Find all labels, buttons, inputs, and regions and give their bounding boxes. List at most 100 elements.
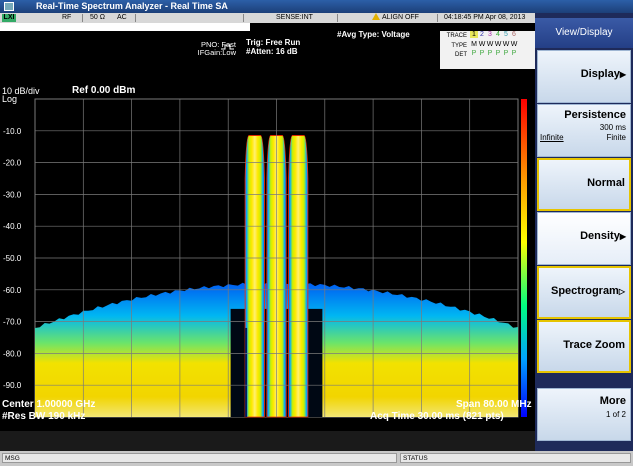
det-3: P <box>487 50 493 57</box>
carrier-band-1 <box>244 135 265 418</box>
y-tick-label: -40.0 <box>3 222 22 231</box>
type-4: W <box>494 41 502 48</box>
density-color-bar <box>521 99 527 417</box>
status-bar: MSG STATUS <box>0 451 633 466</box>
trace-1: 1 <box>470 31 478 38</box>
persistence-finite-option: Finite <box>606 133 626 142</box>
window-titlebar: Real-Time Spectrum Analyzer - Real Time … <box>0 0 633 13</box>
datetime: 04:18:45 PM Apr 08, 2013 <box>444 14 526 21</box>
density-softkey[interactable]: Density▶ <box>537 212 631 265</box>
type-2: W <box>478 41 486 48</box>
det-4: P <box>495 50 501 57</box>
pno-label: PNO: Fast <box>200 40 236 49</box>
trace-2: 2 <box>480 31 484 38</box>
span-label: Span 80.00 MHz <box>456 399 532 410</box>
y-tick-label: -70.0 <box>3 318 22 327</box>
align-status: ALIGN OFF <box>372 13 419 23</box>
type-3: W <box>486 41 494 48</box>
y-tick-label: -10.0 <box>3 127 22 136</box>
ref-level-label: Ref 0.00 dBm <box>72 85 136 96</box>
gap-noise <box>245 327 248 417</box>
res-bw-label: #Res BW 190 kHz <box>2 411 86 422</box>
warning-icon <box>372 13 380 20</box>
spectrum-display[interactable]: 10 dB/div Log Ref 0.00 dBm <box>0 69 535 431</box>
atten-label: #Atten: 16 dB <box>246 47 298 56</box>
app-icon <box>4 2 14 11</box>
persistence-label: Persistence <box>564 109 626 121</box>
scale-div-label: 10 dB/div <box>2 86 40 96</box>
persistence-infinite-option: Infinite <box>540 133 564 142</box>
y-tick-label: -30.0 <box>3 190 22 199</box>
normal-softkey[interactable]: Normal <box>537 158 631 211</box>
measurement-info-bar: LXI RF 50 Ω AC SENSE:INT ALIGN OFF 04:18… <box>0 13 535 69</box>
info-blank-field <box>0 23 250 31</box>
trace-5: 5 <box>504 31 508 38</box>
message-field: MSG <box>2 453 397 463</box>
pno-ifgain: PNO: Fast IFGain:Low <box>176 41 236 57</box>
spectrogram-label: Spectrogram <box>550 285 619 297</box>
trigger-label: Trig: Free Run <box>246 38 301 47</box>
det-1: P <box>471 50 477 57</box>
density-label: Density <box>580 230 620 242</box>
sense-label: SENSE:INT <box>276 14 313 21</box>
more-label: More <box>599 395 626 407</box>
spectrogram-softkey[interactable]: Spectrogram▷ <box>537 266 631 319</box>
lxi-logo: LXI <box>2 14 16 22</box>
log-label: Log <box>2 94 18 104</box>
y-tick-label: -80.0 <box>3 349 22 358</box>
y-tick-label: -50.0 <box>3 254 22 263</box>
display-label: Display <box>580 68 620 80</box>
trace-types: M WWWWW <box>470 41 518 48</box>
coupling-label: AC <box>117 14 127 21</box>
trigger-pulse-icon <box>221 44 234 50</box>
softkey-menu-title: View/Display <box>535 18 633 48</box>
status-field: STATUS <box>400 453 631 463</box>
type-6: W <box>510 41 518 48</box>
y-tick-label: -20.0 <box>3 159 22 168</box>
det-6: P <box>511 50 517 57</box>
type-label: TYPE <box>451 43 467 49</box>
y-tick-label: -60.0 <box>3 286 22 295</box>
divider <box>82 14 83 22</box>
submenu-arrow-icon: ▶ <box>619 232 626 241</box>
carrier-band-3 <box>288 135 309 418</box>
avg-type-label: #Avg Type: Voltage <box>337 30 410 39</box>
type-1: M <box>471 41 477 48</box>
display-softkey[interactable]: Display▶ <box>537 50 631 103</box>
acq-time-label: Acq Time 30.00 ms (821 pts) <box>370 411 504 422</box>
det-label: DET <box>455 52 467 58</box>
trace-4: 4 <box>496 31 500 38</box>
softkey-panel: View/Display Display▶ Persistence 300 ms… <box>535 13 633 451</box>
y-tick-label: -90.0 <box>3 381 22 390</box>
settings-row: LXI RF 50 Ω AC SENSE:INT ALIGN OFF 04:18… <box>0 13 535 23</box>
impedance-label: 50 Ω <box>90 14 105 21</box>
type-5: W <box>502 41 510 48</box>
trace-zoom-softkey[interactable]: Trace Zoom <box>537 320 631 373</box>
submenu-arrow-outline-icon: ▷ <box>618 287 625 296</box>
trace-6: 6 <box>512 31 516 38</box>
more-softkey[interactable]: More 1 of 2 <box>537 388 631 441</box>
divider <box>437 14 438 22</box>
trace-zoom-label: Trace Zoom <box>563 339 625 351</box>
det-5: P <box>503 50 509 57</box>
persistence-softkey[interactable]: Persistence 300 ms Infinite Finite <box>537 104 631 157</box>
divider <box>135 14 136 22</box>
det-2: P <box>479 50 485 57</box>
divider <box>243 14 244 22</box>
ifgain-label: IFGain:Low <box>197 48 236 57</box>
more-page-label: 1 of 2 <box>605 410 626 419</box>
trigger-atten: Trig: Free Run #Atten: 16 dB <box>246 38 300 56</box>
divider <box>337 14 338 22</box>
persistence-value: 300 ms <box>599 123 626 132</box>
trace-label: TRACE <box>446 33 467 39</box>
spectrum-plot[interactable]: -10.0 -20.0 -30.0 -40.0 -50.0 -60.0 -70.0 -80.0… <box>0 69 535 431</box>
center-freq-label: Center 1.00000 GHz <box>2 399 96 410</box>
trace-3: 3 <box>488 31 492 38</box>
rf-input-label: RF <box>62 14 72 21</box>
window-title: Real-Time Spectrum Analyzer - Real Time … <box>36 1 228 11</box>
normal-label: Normal <box>587 177 625 189</box>
submenu-arrow-icon: ▶ <box>619 70 626 79</box>
